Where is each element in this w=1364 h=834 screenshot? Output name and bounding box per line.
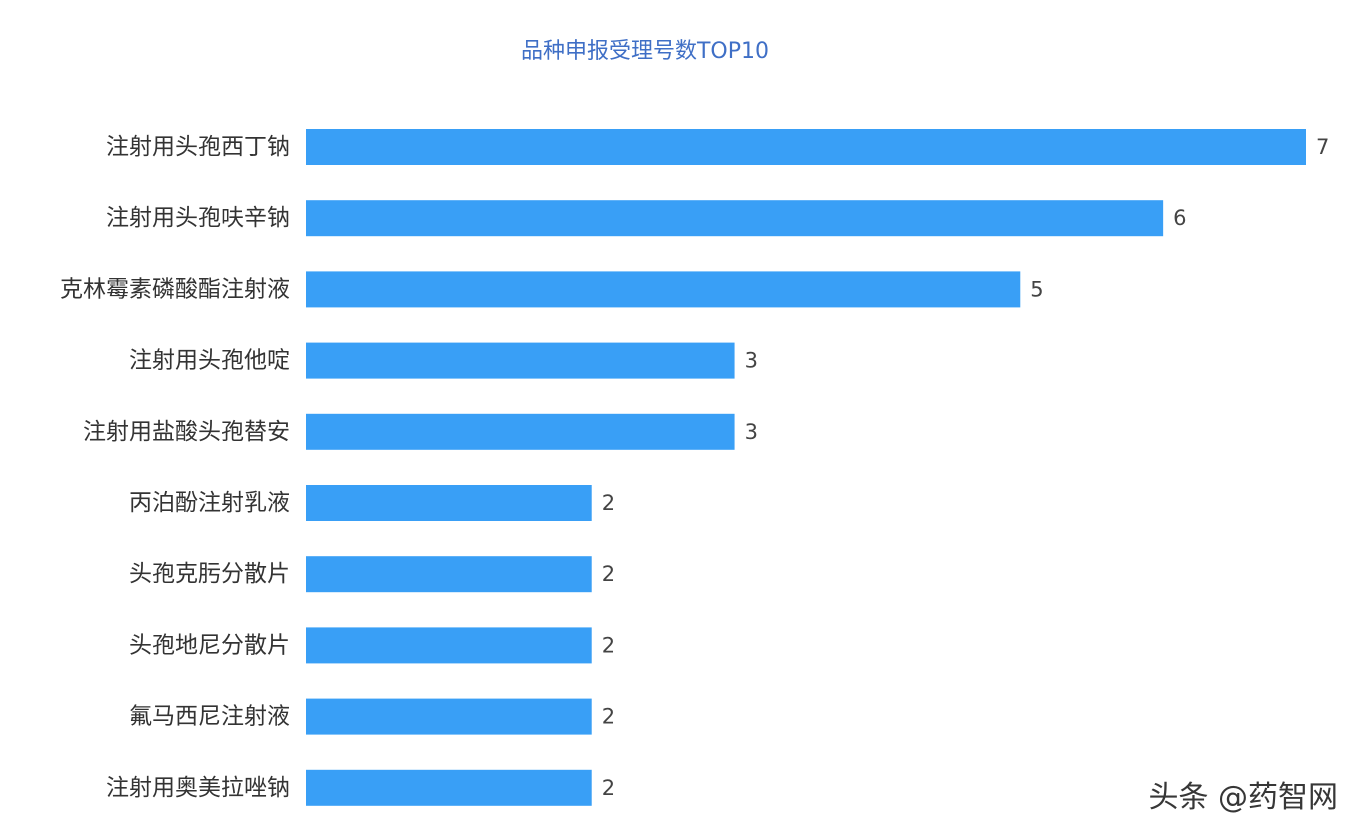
bar bbox=[306, 271, 1021, 308]
value-label: 5 bbox=[1030, 277, 1043, 301]
category-label: 注射用头孢西丁钠 bbox=[106, 134, 290, 160]
bar bbox=[306, 485, 592, 521]
bar bbox=[306, 627, 592, 664]
category-label: 丙泊酚注射乳液 bbox=[129, 490, 290, 516]
bar bbox=[306, 200, 1164, 237]
bar bbox=[306, 129, 1306, 165]
bar bbox=[306, 556, 592, 593]
category-label: 注射用盐酸头孢替安 bbox=[83, 419, 290, 445]
bar bbox=[306, 413, 735, 450]
category-label: 头孢地尼分散片 bbox=[129, 632, 290, 658]
value-label: 2 bbox=[602, 562, 615, 586]
category-label: 头孢克肟分散片 bbox=[129, 561, 290, 587]
value-label: 2 bbox=[602, 633, 615, 657]
chart-title: 品种申报受理号数TOP10 bbox=[521, 39, 769, 64]
value-label: 3 bbox=[745, 349, 758, 373]
value-label: 2 bbox=[602, 776, 615, 800]
value-label: 3 bbox=[745, 420, 758, 444]
category-label: 氟马西尼注射液 bbox=[129, 704, 290, 730]
value-label: 2 bbox=[602, 705, 615, 729]
category-label: 注射用头孢呋辛钠 bbox=[106, 205, 290, 231]
bar bbox=[306, 342, 735, 379]
value-label: 7 bbox=[1316, 135, 1329, 159]
bars-group: 注射用头孢西丁钠 7 注射用头孢呋辛钠 6 克林霉素磷酸酯注射液 5 注射用头孢他啶 3 注射用… bbox=[60, 129, 1329, 806]
bar bbox=[306, 769, 592, 806]
value-label: 6 bbox=[1173, 206, 1186, 230]
category-label: 注射用头孢他啶 bbox=[129, 348, 290, 374]
category-label: 克林霉素磷酸酯注射液 bbox=[60, 276, 290, 302]
bar bbox=[306, 698, 592, 735]
category-label: 注射用奥美拉唑钠 bbox=[106, 775, 290, 801]
value-label: 2 bbox=[602, 491, 615, 515]
watermark: 头条 @药智网 bbox=[1148, 780, 1338, 815]
